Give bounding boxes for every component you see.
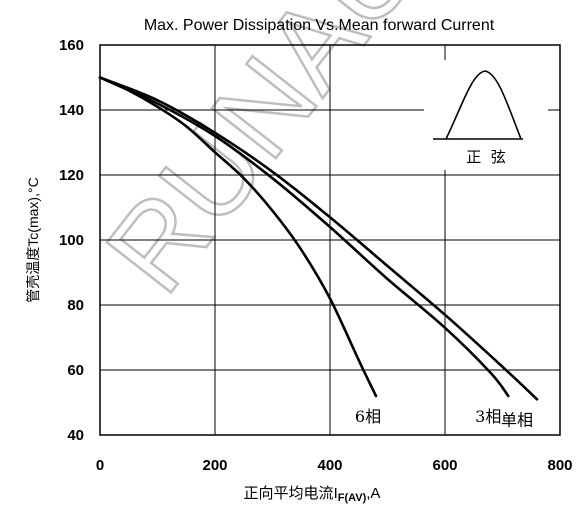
y-axis-label: 管壳温度Tc(max),°C xyxy=(25,177,42,302)
tick-labels: 0 200 400 600 800 40 60 80 100 120 140 160 xyxy=(59,37,573,474)
y-tick-label: 60 xyxy=(67,362,84,379)
y-tick-label: 160 xyxy=(59,37,84,54)
x-axis-label-subscript: F(AV) xyxy=(338,492,367,504)
x-tick-label: 400 xyxy=(317,457,342,474)
series-labels: 6相 3相 单相 xyxy=(355,407,533,429)
y-tick-label: 80 xyxy=(67,297,84,314)
series-line-3 xyxy=(98,76,539,401)
inset-mask xyxy=(424,60,548,170)
x-axis-label: 正向平均电流IF(AV),A xyxy=(244,484,381,504)
series-line-1 xyxy=(98,76,378,398)
x-tick-label: 200 xyxy=(202,457,227,474)
x-axis-label-unit: ,A xyxy=(366,485,380,502)
y-tick-label: 40 xyxy=(67,427,84,444)
y-axis-label-cn: 管壳温度 xyxy=(25,247,42,303)
half-sine-icon xyxy=(433,70,523,140)
y-tick-label: 140 xyxy=(59,102,84,119)
series-label-3: 单相 xyxy=(501,410,533,429)
x-tick-label: 600 xyxy=(432,457,457,474)
x-tick-label: 0 xyxy=(96,457,104,474)
series-lines xyxy=(98,76,539,401)
y-axis-label-en: Tc(max),°C xyxy=(25,177,41,246)
plot-frame xyxy=(99,44,561,436)
inset-label: 正 弦 xyxy=(466,148,506,166)
series-line-2 xyxy=(98,76,510,398)
waveform-inset: 正 弦 xyxy=(424,60,548,170)
x-tick-label: 800 xyxy=(547,457,572,474)
x-axis-label-cn: 正向平均电流 xyxy=(244,484,334,502)
series-label-2: 3相 xyxy=(475,407,501,426)
y-tick-label: 120 xyxy=(59,167,84,184)
x-axis-label-symbol: I xyxy=(334,485,338,502)
y-tick-label: 100 xyxy=(59,232,84,249)
chart-title: Max. Power Dissipation Vs.Mean forward C… xyxy=(144,17,495,34)
series-label-1: 6相 xyxy=(355,407,381,426)
